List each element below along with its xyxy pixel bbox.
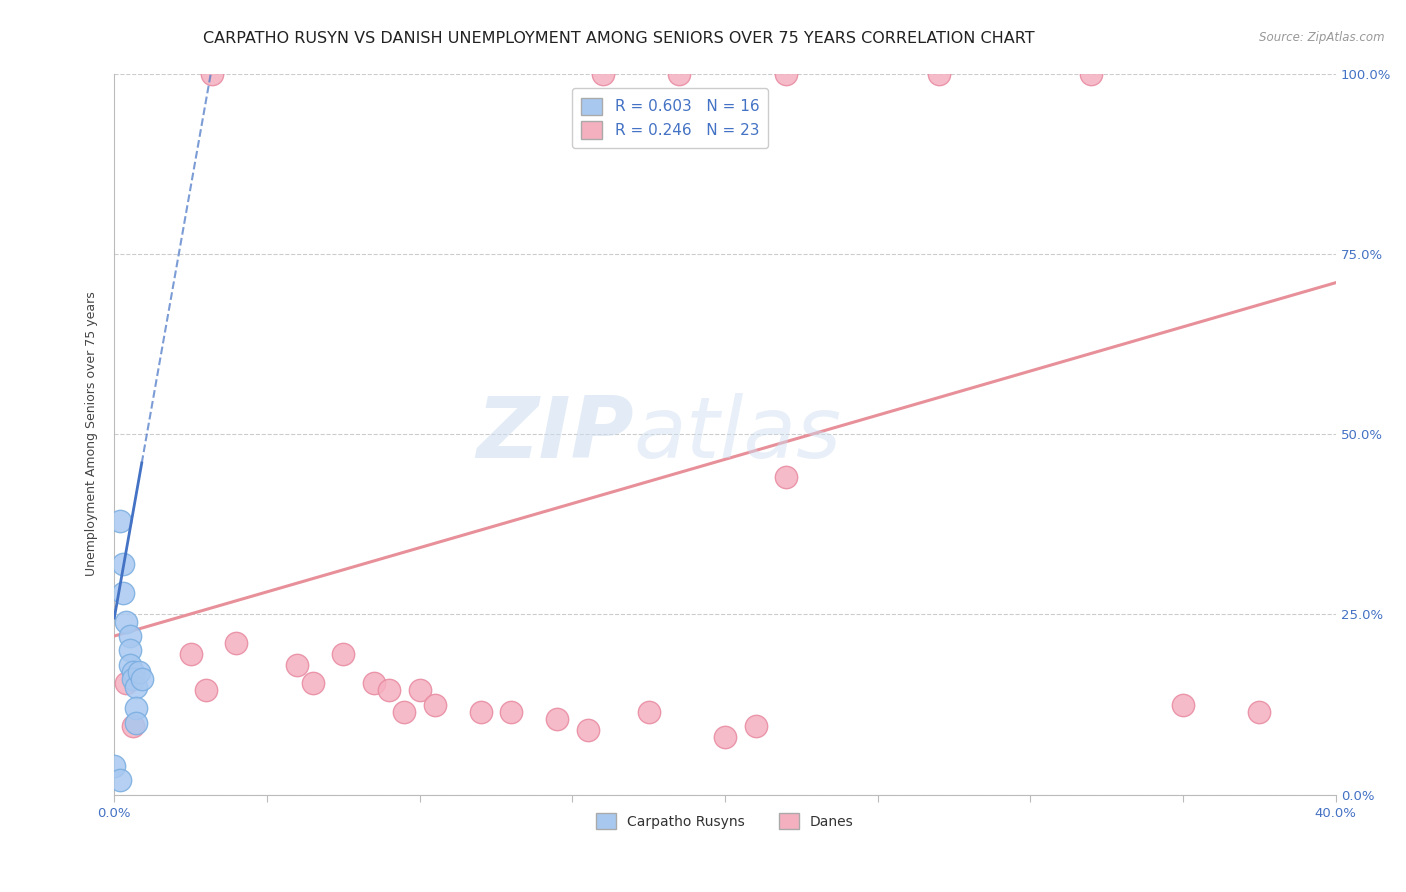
Point: [180, 647, 202, 661]
Text: CARPATHO RUSYN VS DANISH UNEMPLOYMENT AMONG SENIORS OVER 75 YEARS CORRELATION CH: CARPATHO RUSYN VS DANISH UNEMPLOYMENT AM…: [202, 31, 1035, 46]
Point: [470, 705, 492, 719]
Point: [121, 719, 143, 733]
Point: [194, 683, 217, 698]
Text: atlas: atlas: [634, 392, 841, 475]
Point: [118, 657, 141, 672]
Point: [332, 647, 354, 661]
Point: [363, 676, 385, 690]
Point: [103, 759, 125, 773]
Point: [744, 719, 766, 733]
Point: [115, 615, 138, 629]
Point: [714, 730, 737, 744]
Point: [110, 773, 132, 788]
Point: [124, 680, 146, 694]
Point: [592, 66, 614, 80]
Point: [112, 557, 135, 571]
Y-axis label: Unemployment Among Seniors over 75 years: Unemployment Among Seniors over 75 years: [86, 292, 98, 576]
Point: [546, 712, 568, 726]
Point: [225, 636, 247, 650]
Point: [110, 514, 132, 528]
Point: [121, 673, 143, 687]
Point: [287, 657, 309, 672]
Point: [121, 665, 143, 679]
Point: [423, 698, 446, 712]
Point: [1249, 705, 1271, 719]
Point: [124, 701, 146, 715]
Text: Source: ZipAtlas.com: Source: ZipAtlas.com: [1260, 31, 1385, 45]
Point: [118, 629, 141, 643]
Point: [112, 586, 135, 600]
Point: [1080, 66, 1102, 80]
Point: [775, 66, 797, 80]
Point: [775, 470, 797, 484]
Point: [408, 683, 430, 698]
Point: [128, 665, 150, 679]
Point: [394, 705, 416, 719]
Legend: Carpatho Rusyns, Danes: Carpatho Rusyns, Danes: [591, 807, 859, 835]
Point: [131, 673, 153, 687]
Point: [928, 66, 950, 80]
Point: [118, 643, 141, 657]
Point: [501, 705, 523, 719]
Point: [115, 676, 138, 690]
Point: [201, 66, 224, 80]
Point: [1171, 698, 1194, 712]
Point: [637, 705, 659, 719]
Point: [124, 715, 146, 730]
Point: [576, 723, 599, 737]
Point: [668, 66, 690, 80]
Point: [301, 676, 323, 690]
Text: ZIP: ZIP: [475, 392, 634, 475]
Point: [378, 683, 401, 698]
